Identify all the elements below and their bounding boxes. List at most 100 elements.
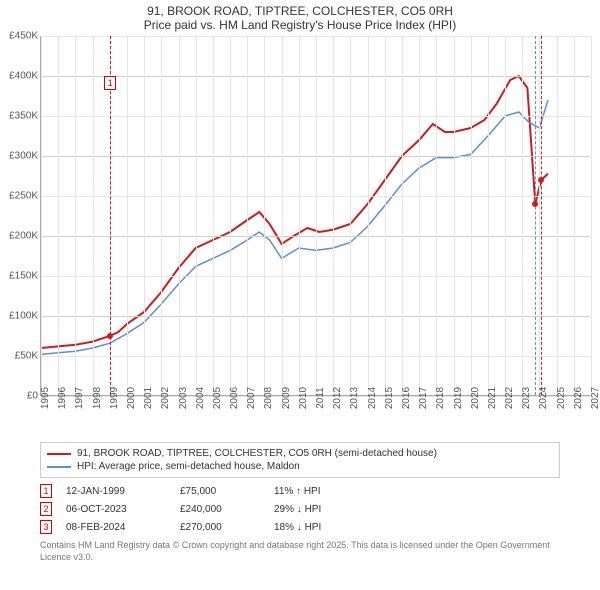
- x-tick-label: 1995: [40, 387, 51, 409]
- chart-title: 91, BROOK ROAD, TIPTREE, COLCHESTER, CO5…: [0, 0, 600, 18]
- x-tick-label: 1997: [74, 387, 85, 409]
- event-date: 12-JAN-1999: [66, 486, 166, 497]
- x-tick-label: 2010: [298, 387, 309, 409]
- event-price: £240,000: [180, 504, 260, 515]
- x-tick-label: 1998: [92, 387, 103, 409]
- x-tick-label: 2004: [195, 387, 206, 409]
- x-tick-label: 2009: [281, 387, 292, 409]
- gridline: [368, 36, 369, 395]
- x-tick-label: 2007: [246, 387, 257, 409]
- event-delta: 29% ↓ HPI: [274, 504, 374, 515]
- chart-subtitle: Price paid vs. HM Land Registry's House …: [0, 18, 600, 36]
- x-tick-label: 2017: [418, 387, 429, 409]
- y-tick-label: £400K: [9, 71, 38, 82]
- gridline: [127, 36, 128, 395]
- y-tick-label: £250K: [9, 191, 38, 202]
- x-axis: 1995199619971998199920002001200220032004…: [40, 398, 590, 436]
- x-tick-label: 2006: [229, 387, 240, 409]
- gridline: [144, 36, 145, 395]
- x-tick-label: 2002: [160, 387, 171, 409]
- marker-dot: [538, 177, 544, 183]
- x-tick-label: 2019: [453, 387, 464, 409]
- y-tick-label: £50K: [15, 351, 38, 362]
- marker-box: 1: [104, 76, 116, 90]
- gridline: [93, 36, 94, 395]
- x-tick-label: 2014: [367, 387, 378, 409]
- legend-swatch: [47, 466, 71, 468]
- attribution-text: Contains HM Land Registry data © Crown c…: [40, 540, 560, 563]
- gridline: [230, 36, 231, 395]
- gridline: [436, 36, 437, 395]
- gridline: [58, 36, 59, 395]
- x-tick-label: 2027: [590, 387, 600, 409]
- y-axis: £0£50K£100K£150K£200K£250K£300K£350K£400…: [0, 36, 40, 396]
- x-tick-label: 2020: [470, 387, 481, 409]
- y-tick-label: £300K: [9, 151, 38, 162]
- event-delta: 18% ↓ HPI: [274, 522, 374, 533]
- event-price: £75,000: [180, 486, 260, 497]
- x-tick-label: 2025: [556, 387, 567, 409]
- event-date: 08-FEB-2024: [66, 522, 166, 533]
- x-tick-label: 2024: [538, 387, 549, 409]
- x-tick-label: 2003: [178, 387, 189, 409]
- gridline: [522, 36, 523, 395]
- gridline: [75, 36, 76, 395]
- gridline: [282, 36, 283, 395]
- x-tick-label: 2018: [435, 387, 446, 409]
- event-price: £270,000: [180, 522, 260, 533]
- gridline: [161, 36, 162, 395]
- gridline: [505, 36, 506, 395]
- y-tick-label: £100K: [9, 311, 38, 322]
- event-number-box: 2: [40, 502, 52, 516]
- x-tick-label: 2005: [212, 387, 223, 409]
- gridline: [591, 36, 592, 395]
- event-row: 112-JAN-1999£75,00011% ↑ HPI: [40, 482, 560, 500]
- gridline: [471, 36, 472, 395]
- legend-box: 91, BROOK ROAD, TIPTREE, COLCHESTER, CO5…: [40, 442, 560, 478]
- legend-swatch: [47, 453, 71, 455]
- gridline: [488, 36, 489, 395]
- legend-label: 91, BROOK ROAD, TIPTREE, COLCHESTER, CO5…: [77, 448, 437, 459]
- gridline: [350, 36, 351, 395]
- legend-row: 91, BROOK ROAD, TIPTREE, COLCHESTER, CO5…: [47, 447, 553, 460]
- y-tick-label: £350K: [9, 111, 38, 122]
- x-tick-label: 2023: [521, 387, 532, 409]
- gridline: [196, 36, 197, 395]
- gridline: [299, 36, 300, 395]
- gridline: [419, 36, 420, 395]
- legend-label: HPI: Average price, semi-detached house,…: [77, 461, 300, 472]
- gridline: [264, 36, 265, 395]
- x-tick-label: 2021: [487, 387, 498, 409]
- x-tick-label: 2022: [504, 387, 515, 409]
- x-tick-label: 2000: [126, 387, 137, 409]
- gridline: [454, 36, 455, 395]
- x-tick-label: 1996: [57, 387, 68, 409]
- x-tick-label: 2008: [263, 387, 274, 409]
- gridline: [41, 36, 42, 395]
- event-row: 3 08-FEB-2024 £270,000 18% ↓ HPI: [40, 518, 560, 536]
- x-tick-label: 2015: [384, 387, 395, 409]
- y-tick-label: £450K: [9, 31, 38, 42]
- chart-area: £0 £50K £100K £150K £200K £250K £300K £350K £400…: [0, 36, 600, 436]
- gridline: [557, 36, 558, 395]
- x-tick-label: 2026: [573, 387, 584, 409]
- events-table: 112-JAN-1999£75,00011% ↑ HPI206-OCT-2023…: [40, 482, 560, 536]
- y-tick-label: £150K: [9, 271, 38, 282]
- event-row: 2 06-OCT-2023 £240,000 29% ↓ HPI: [40, 500, 560, 518]
- gridline: [333, 36, 334, 395]
- gridline: [385, 36, 386, 395]
- legend-row: HPI: Average price, semi-detached house,…: [47, 460, 553, 473]
- event-number-box: 3: [40, 520, 52, 534]
- y-tick-label: £0: [27, 391, 38, 402]
- plot-area: 13: [40, 36, 590, 396]
- gridline: [316, 36, 317, 395]
- event-number-box: 1: [40, 484, 52, 498]
- x-tick-label: 2012: [332, 387, 343, 409]
- y-tick-label: £200K: [9, 231, 38, 242]
- x-tick-label: 1999: [109, 387, 120, 409]
- marker-dot: [532, 201, 538, 207]
- marker-vline: [535, 36, 536, 395]
- x-tick-label: 2016: [401, 387, 412, 409]
- gridline: [179, 36, 180, 395]
- event-date: 06-OCT-2023: [66, 504, 166, 515]
